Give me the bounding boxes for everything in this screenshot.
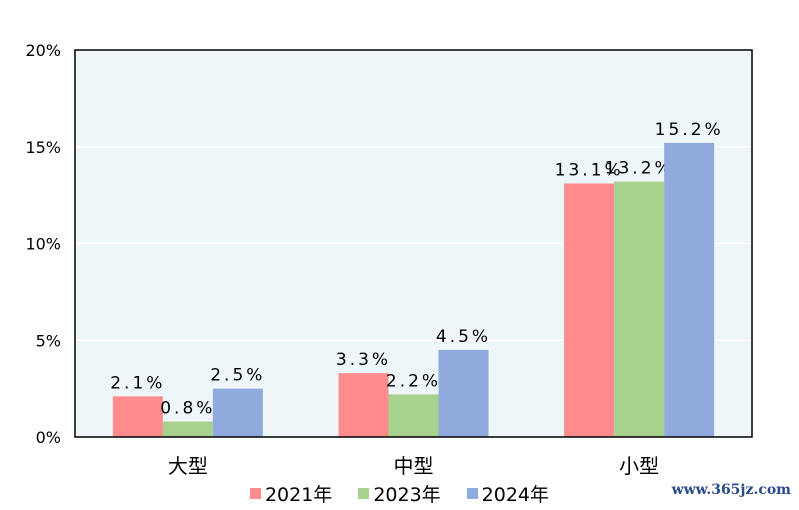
bar-2-1: [438, 349, 489, 437]
legend-label-2023: 2023年: [373, 484, 441, 506]
legend-item-2024: 2024年: [466, 480, 550, 507]
bar-1-2: [614, 181, 665, 437]
y-tick-label: 15%: [25, 138, 61, 157]
data-label: 4.5%: [436, 327, 491, 347]
x-tick-label: 小型: [619, 454, 659, 478]
y-tick-label: 5%: [36, 331, 61, 350]
data-label: 2.2%: [386, 371, 441, 391]
data-label: 0.8%: [160, 399, 215, 419]
legend: 2021年 2023年 2024年: [0, 480, 799, 507]
data-label: 15.2%: [655, 120, 724, 140]
y-tick-label: 10%: [25, 235, 61, 254]
x-tick-label: 中型: [394, 454, 434, 478]
bar-0-2: [564, 183, 615, 437]
legend-swatch-2024: [466, 488, 478, 499]
y-tick-label: 20%: [25, 41, 61, 60]
legend-label-2021: 2021年: [264, 484, 333, 506]
legend-item-2021: 2021年: [249, 480, 333, 507]
legend-swatch-2023: [358, 488, 370, 499]
data-label: 2.5%: [210, 366, 265, 386]
x-tick-label: 大型: [168, 454, 208, 478]
y-tick-label: 0%: [36, 428, 61, 447]
plot-frame: [74, 49, 753, 438]
legend-item-2023: 2023年: [358, 480, 441, 507]
data-label: 2.1%: [110, 373, 165, 393]
bar-2-2: [664, 142, 715, 437]
bar-chart: 0% 5% 10% 15% 20% 2.1% 0.8% 2.5% 大型 3.3%2.2% 4.5% 中…: [25, 41, 753, 478]
watermark: www.365jz.com: [671, 482, 791, 498]
data-label: 13.2%: [605, 159, 674, 179]
bar-1-0: [162, 421, 213, 437]
legend-swatch-2021: [249, 488, 261, 499]
bar-1-1: [388, 394, 439, 437]
bar-0-1: [338, 373, 389, 437]
data-label: 3.3%: [336, 350, 391, 370]
bar-2-0: [212, 388, 263, 437]
data-label: 13.1%: [555, 161, 624, 181]
bar-0-0: [112, 396, 163, 437]
legend-label-2024: 2024年: [481, 484, 550, 506]
